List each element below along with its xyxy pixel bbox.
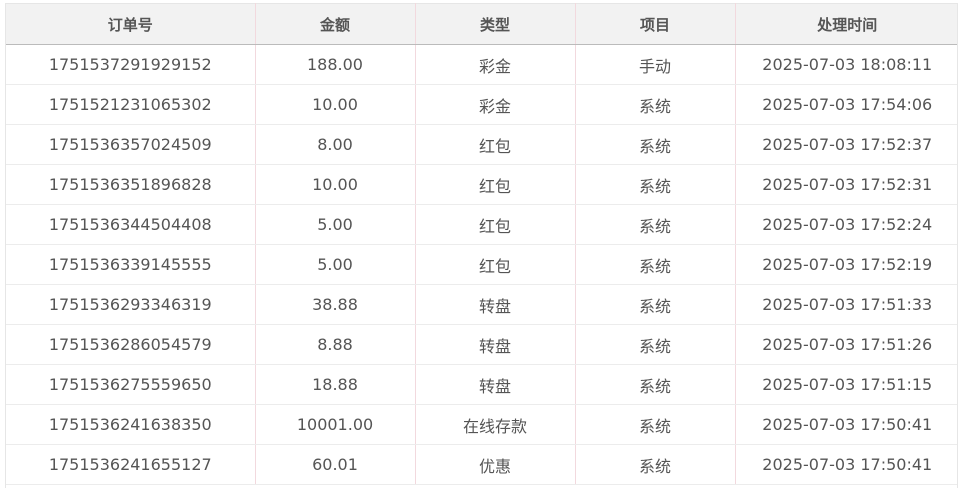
table-cell: 5.00 [255,204,416,245]
table-row: 1751536357024509 8.00 红包 系统 2025-07-03 17:52… [6,124,957,165]
table-cell: 1751536339145555 [6,244,256,285]
table-cell: 彩金 [415,84,576,125]
table-cell: 2025-07-03 17:50:41 [735,444,957,485]
table-cell: 系统 [575,164,736,205]
table-cell: 2025-07-03 17:52:37 [735,124,957,165]
table-cell: 彩金 [415,44,576,85]
table-cell: 1751536344504408 [6,204,256,245]
table-row: 1751536339145555 5.00 红包 系统 2025-07-03 17:52… [6,244,957,285]
table-cell: 10.00 [255,84,416,125]
table-cell: 手动 [575,44,736,85]
table-row: 1751521231065302 10.00 彩金 系统 2025-07-03 17:5… [6,84,957,125]
table-cell: 2025-07-03 17:52:19 [735,244,957,285]
header-row: 订单号 金额 类型 项目 处理时间 [6,3,957,45]
table-cell: 8.00 [255,124,416,165]
records-table: 订单号 金额 类型 项目 处理时间 1751537291929152 188.00 彩金 手动… [6,3,957,485]
table-cell: 系统 [575,444,736,485]
table-cell: 2025-07-03 17:51:26 [735,324,957,365]
table-cell: 转盘 [415,284,576,325]
table-cell: 红包 [415,204,576,245]
table-cell: 60.01 [255,444,416,485]
table-container: 订单号 金额 类型 项目 处理时间 1751537291929152 188.00 彩金 手动… [5,3,958,488]
table-cell: 系统 [575,204,736,245]
table-cell: 8.88 [255,324,416,365]
table-cell: 1751536293346319 [6,284,256,325]
table-body: 1751537291929152 188.00 彩金 手动 2025-07-03 18:… [6,44,957,485]
table-row: 1751536241655127 60.01 优惠 系统 2025-07-03 17:5… [6,444,957,485]
table-cell: 1751536241655127 [6,444,256,485]
table-cell: 在线存款 [415,404,576,445]
column-header: 金额 [255,3,416,45]
column-header: 项目 [575,3,736,45]
table-cell: 红包 [415,164,576,205]
table-cell: 转盘 [415,364,576,405]
table-cell: 2025-07-03 17:52:31 [735,164,957,205]
table-cell: 18.88 [255,364,416,405]
column-header: 订单号 [6,3,256,45]
table-cell: 2025-07-03 17:51:33 [735,284,957,325]
table-row: 1751537291929152 188.00 彩金 手动 2025-07-03 18:… [6,44,957,85]
table-cell: 2025-07-03 17:51:15 [735,364,957,405]
table-cell: 系统 [575,84,736,125]
table-cell: 1751537291929152 [6,44,256,85]
column-header: 类型 [415,3,576,45]
table-cell: 优惠 [415,444,576,485]
table-cell: 2025-07-03 18:08:11 [735,44,957,85]
table-row: 1751536293346319 38.88 转盘 系统 2025-07-03 17:5… [6,284,957,325]
table-cell: 系统 [575,244,736,285]
table-cell: 2025-07-03 17:52:24 [735,204,957,245]
table-cell: 1751536286054579 [6,324,256,365]
table-cell: 1751536275559650 [6,364,256,405]
table-cell: 188.00 [255,44,416,85]
table-row: 1751536351896828 10.00 红包 系统 2025-07-03 17:5… [6,164,957,205]
table-row: 1751536241638350 10001.00 在线存款 系统 2025-07-03… [6,404,957,445]
table-cell: 1751536241638350 [6,404,256,445]
table-cell: 转盘 [415,324,576,365]
table-cell: 1751521231065302 [6,84,256,125]
table-cell: 2025-07-03 17:54:06 [735,84,957,125]
table-cell: 38.88 [255,284,416,325]
table-cell: 2025-07-03 17:50:41 [735,404,957,445]
table-cell: 系统 [575,284,736,325]
table-cell: 系统 [575,124,736,165]
table-cell: 1751536357024509 [6,124,256,165]
table-cell: 10001.00 [255,404,416,445]
table-row: 1751536344504408 5.00 红包 系统 2025-07-03 17:52… [6,204,957,245]
table-cell: 1751536351896828 [6,164,256,205]
column-header: 处理时间 [735,3,957,45]
table-cell: 系统 [575,404,736,445]
table-cell: 系统 [575,364,736,405]
table-cell: 系统 [575,324,736,365]
table-cell: 红包 [415,124,576,165]
table-cell: 红包 [415,244,576,285]
table-cell: 10.00 [255,164,416,205]
table-cell: 5.00 [255,244,416,285]
table-row: 1751536286054579 8.88 转盘 系统 2025-07-03 17:51… [6,324,957,365]
table-row: 1751536275559650 18.88 转盘 系统 2025-07-03 17:5… [6,364,957,405]
